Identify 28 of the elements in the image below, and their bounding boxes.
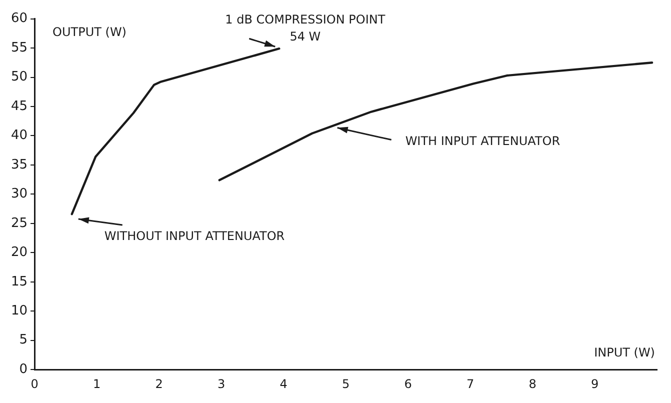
x-tick-label: 7 (466, 376, 474, 391)
x-tick-label: 5 (342, 376, 350, 391)
y-tick-label: 10 (10, 304, 28, 319)
x-tick-label: 8 (528, 376, 536, 391)
y-tick-label: 5 (19, 332, 28, 348)
y-tick-label: 35 (10, 157, 28, 172)
x-tick-label: 6 (404, 376, 412, 391)
y-tick-label: 15 (10, 274, 28, 290)
annotation: WITHOUT INPUT ATTENUATOR (104, 229, 285, 244)
y-tick-label: 50 (10, 70, 28, 85)
x-tick-label: 2 (155, 376, 163, 391)
x-tick-label: 0 (30, 376, 38, 391)
x-tick-label: 3 (217, 376, 226, 391)
x-axis-title: INPUT (W) (594, 346, 655, 360)
x-tick-label: 9 (590, 376, 599, 391)
y-tick-label: 25 (10, 216, 28, 231)
y-tick-label: 40 (10, 128, 28, 144)
y-axis-title: OUTPUT (W) (52, 24, 126, 39)
y-tick-label: 0 (19, 362, 28, 377)
x-tick-label: 1 (92, 376, 101, 391)
x-tick-label: 4 (280, 376, 288, 391)
annotation: 1 dB COMPRESSION POINT 54 W (225, 12, 386, 44)
y-tick-label: 20 (10, 245, 28, 260)
y-tick-label: 45 (10, 98, 28, 114)
annotation: WITH INPUT ATTENUATOR (405, 134, 560, 148)
y-tick-label: 60 (10, 11, 28, 26)
y-tick-label: 30 (10, 186, 28, 202)
y-tick-label: 55 (10, 40, 28, 56)
